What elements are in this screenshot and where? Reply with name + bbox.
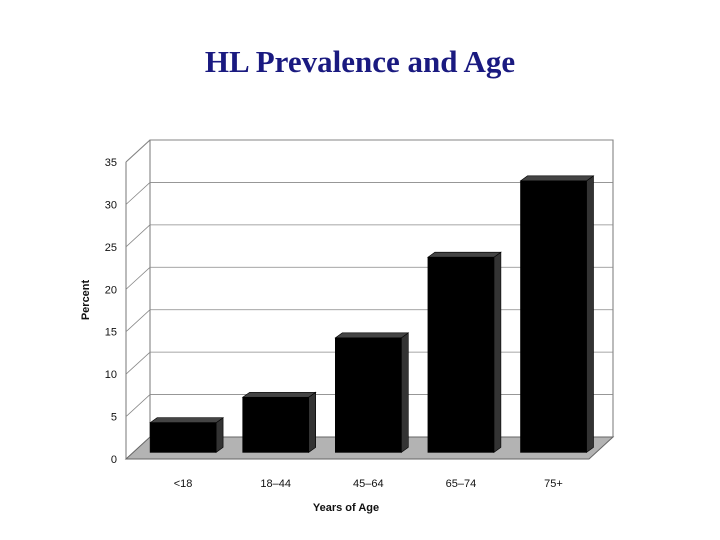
gridline-side [125, 266, 151, 290]
bars [149, 175, 595, 453]
y-tick-label: 20 [105, 284, 117, 296]
y-tick-label: 35 [105, 157, 117, 169]
bar [334, 332, 410, 453]
x-axis-title: Years of Age [313, 502, 379, 514]
y-tick-labels: 0 5 10 15 20 25 30 35 [105, 157, 117, 466]
bar [426, 251, 502, 453]
y-axis-title: Percent [80, 279, 92, 320]
x-tick-label: 45–64 [353, 478, 384, 490]
y-tick-label: 25 [105, 242, 117, 254]
y-tick-label: 15 [105, 327, 117, 339]
bar [241, 391, 317, 453]
gridline-side [125, 351, 151, 375]
gridline-side [125, 224, 151, 248]
gridline-side [125, 182, 151, 205]
x-tick-label: <18 [174, 478, 193, 490]
chart-title: HL Prevalence and Age [204, 44, 516, 79]
x-tick-label: 65–74 [446, 478, 477, 490]
y-tick-label: 5 [111, 412, 117, 424]
x-tick-labels: <18 18–44 45–64 65–74 75+ [174, 478, 563, 490]
gridline-side [125, 309, 151, 333]
bar [149, 417, 225, 453]
gridline-side [125, 394, 151, 417]
y-tick-label: 10 [105, 369, 117, 381]
y-tick-label: 0 [111, 454, 117, 466]
x-tick-label: 18–44 [260, 478, 291, 490]
gridline-side [125, 139, 151, 163]
bar [519, 175, 595, 453]
x-tick-label: 75+ [544, 478, 563, 490]
y-tick-label: 30 [105, 199, 117, 211]
